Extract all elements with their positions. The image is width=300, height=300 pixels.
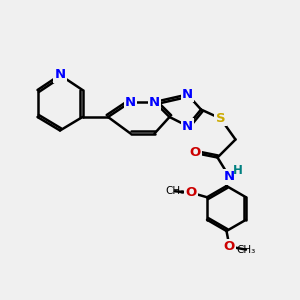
Text: N: N [149, 95, 160, 109]
Text: CH₃: CH₃ [165, 186, 184, 196]
Text: N: N [125, 95, 136, 109]
Text: O: O [189, 146, 201, 160]
Text: N: N [182, 119, 193, 133]
Text: H: H [233, 164, 243, 178]
Text: N: N [182, 88, 193, 101]
Text: N: N [224, 170, 235, 184]
Text: CH₃: CH₃ [236, 244, 256, 255]
Text: S: S [216, 112, 225, 125]
Text: O: O [186, 186, 197, 199]
Text: O: O [224, 240, 235, 253]
Text: N: N [54, 68, 66, 82]
